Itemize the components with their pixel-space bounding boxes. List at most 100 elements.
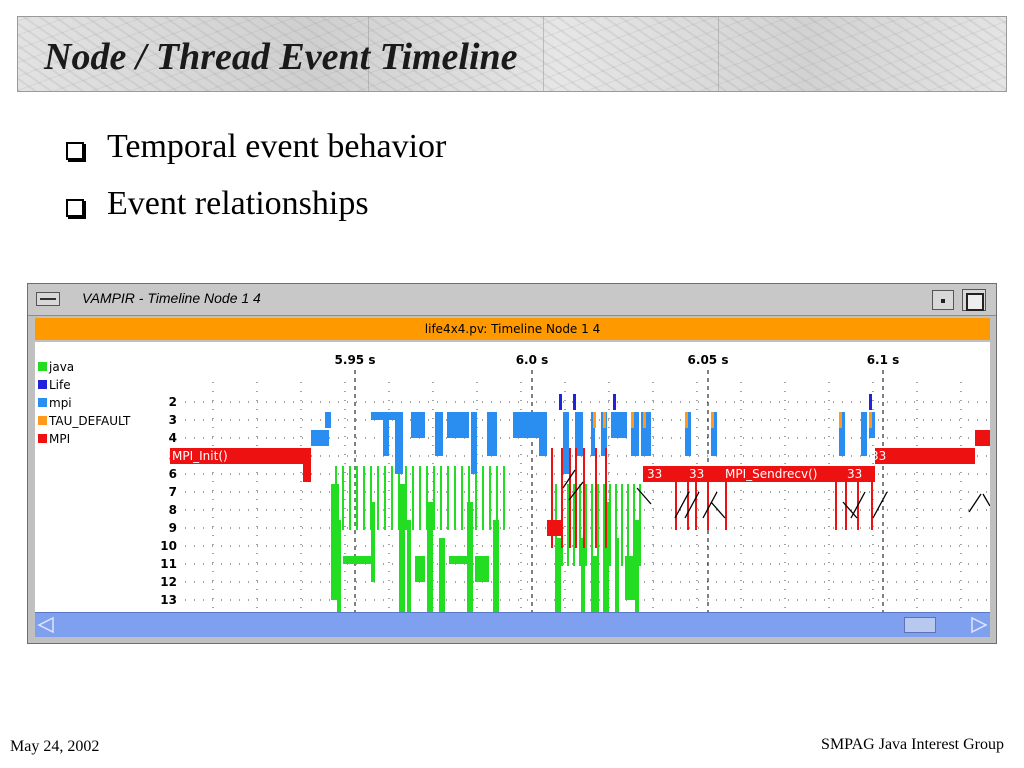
event-tick — [559, 394, 562, 410]
event-bar — [591, 412, 595, 456]
bullet-text: Event relationships — [107, 185, 369, 222]
event-tick — [839, 412, 842, 428]
slide-title: Node / Thread Event Timeline — [44, 36, 518, 78]
event-tick — [643, 412, 646, 428]
event-tick — [496, 466, 498, 530]
legend-swatch — [38, 434, 47, 443]
event-bar — [303, 448, 311, 482]
event-tick — [335, 466, 337, 530]
event-tick — [349, 466, 351, 530]
event-bar — [411, 412, 425, 438]
event-tick — [412, 466, 414, 530]
event-bar — [399, 484, 405, 612]
message-arrow — [982, 493, 990, 507]
legend-label: MPI — [49, 432, 70, 446]
event-bar — [611, 412, 627, 438]
message-arrow — [872, 491, 888, 519]
horizontal-scrollbar[interactable] — [35, 612, 990, 637]
event-bar — [615, 538, 619, 612]
event-bar — [603, 502, 609, 612]
legend-label: mpi — [49, 396, 72, 410]
event-tick — [595, 448, 597, 548]
message-arrows — [562, 469, 990, 519]
event-tick — [591, 484, 593, 566]
bullet-text: Temporal event behavior — [107, 128, 447, 165]
banner-seam — [543, 17, 544, 91]
event-bar — [325, 412, 331, 428]
message-count-label: 33 — [689, 467, 704, 481]
event-tick — [871, 466, 873, 530]
checkbox-bullet-icon — [66, 142, 84, 160]
checkbox-bullet-icon — [66, 199, 84, 217]
vampir-window: VAMPIR - Timeline Node 1 4 life4x4.pv: T… — [27, 283, 997, 644]
event-tick — [631, 412, 634, 428]
event-bar — [337, 520, 341, 612]
event-bar — [539, 412, 547, 456]
bullet-list: Temporal event behavior Event relationsh… — [66, 128, 446, 242]
event-tick — [363, 466, 365, 530]
thread-row-label: 3 — [169, 413, 177, 427]
minimize-button[interactable] — [932, 290, 954, 310]
event-tick — [579, 484, 581, 566]
legend-label: java — [48, 360, 74, 374]
event-tick — [503, 466, 505, 530]
event-bar — [331, 484, 339, 600]
event-bar — [861, 412, 867, 456]
event-bar — [635, 520, 639, 612]
scroll-right-arrow-icon[interactable] — [970, 616, 988, 634]
message-arrow — [702, 491, 718, 519]
event-tick — [845, 466, 847, 530]
event-bar — [875, 448, 975, 464]
message-count-label: 33 — [847, 467, 862, 481]
event-tick — [573, 484, 575, 566]
event-tick — [567, 484, 569, 566]
thread-row-label: 8 — [169, 503, 177, 517]
event-tick — [575, 448, 577, 548]
event-tick — [585, 484, 587, 566]
message-arrow — [568, 481, 584, 501]
event-bar — [685, 412, 691, 456]
maximize-button[interactable] — [962, 289, 986, 311]
window-titlebar[interactable]: VAMPIR - Timeline Node 1 4 — [28, 284, 996, 316]
message-count-label: 33 — [871, 449, 886, 463]
event-tick — [621, 484, 623, 566]
thread-row-label: 7 — [169, 485, 177, 499]
event-bar — [343, 556, 371, 564]
window-menu-button[interactable] — [36, 292, 60, 306]
event-tick — [593, 412, 596, 428]
event-bar — [547, 520, 563, 536]
message-arrow — [968, 493, 982, 513]
event-bar — [311, 430, 329, 446]
event-tick — [426, 466, 428, 530]
event-tick — [675, 466, 677, 530]
scroll-left-arrow-icon[interactable] — [37, 616, 55, 634]
time-marker-label: 6.05 s — [688, 353, 729, 367]
event-tick — [489, 466, 491, 530]
message-arrow — [636, 487, 652, 505]
message-arrow — [850, 491, 866, 519]
event-bar — [711, 412, 717, 456]
event-tick — [603, 412, 606, 428]
slide-title-banner: Node / Thread Event Timeline — [17, 16, 1007, 92]
time-marker-label: 6.0 s — [516, 353, 549, 367]
bullet-item: Event relationships — [66, 185, 446, 242]
thread-row-label: 14 — [160, 611, 177, 612]
event-bar — [471, 412, 477, 474]
scrollbar-thumb[interactable] — [904, 617, 936, 633]
legend-swatch — [38, 416, 47, 425]
event-bar — [371, 502, 375, 582]
event-bar — [467, 502, 473, 612]
event-bar — [581, 538, 585, 612]
event-bar — [475, 556, 489, 582]
event-tick — [835, 466, 837, 530]
event-bar — [601, 412, 607, 456]
legend: java Life mpi TAU_DEFAULT MPI — [38, 360, 131, 446]
event-tick — [551, 448, 553, 548]
event-tick — [356, 466, 358, 530]
legend-swatch — [38, 362, 47, 371]
timeline-header: life4x4.pv: Timeline Node 1 4 — [35, 318, 990, 340]
event-bar — [575, 412, 583, 456]
event-tick — [561, 448, 563, 548]
